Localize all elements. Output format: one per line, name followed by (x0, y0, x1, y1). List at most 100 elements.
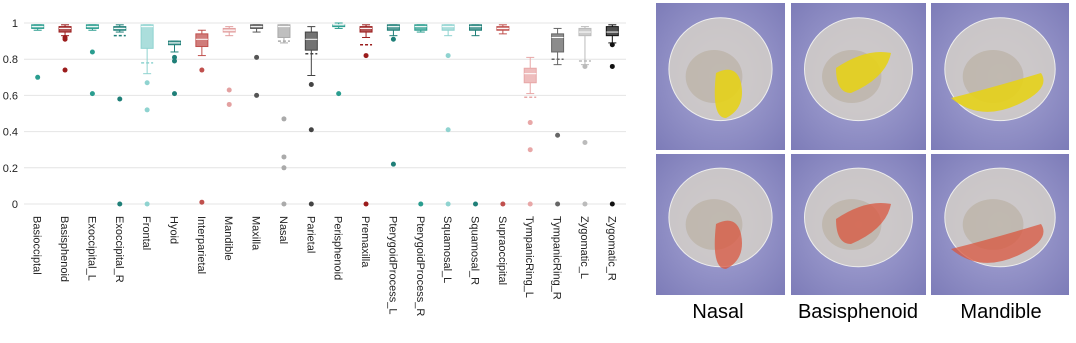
outlier (308, 201, 314, 207)
outlier (555, 201, 561, 207)
outlier (281, 154, 287, 160)
outlier (582, 201, 588, 207)
outlier (445, 127, 451, 133)
box (386, 24, 400, 31)
outlier (35, 74, 41, 80)
box (304, 31, 318, 51)
render-panel (931, 3, 1069, 150)
box (414, 24, 428, 31)
x-tick-label: Zygomatic_L (578, 216, 590, 279)
box (359, 26, 373, 33)
box-chart: 0 0.2 0.4 0.6 0.8 1 Basiocciptal Basisphenoid Ex… (3, 18, 626, 316)
y-tick-label: 0 (12, 199, 18, 211)
outlier (62, 67, 68, 73)
highlight (836, 203, 891, 244)
render-panel (791, 3, 926, 150)
x-tick-label: Squamosal_R (469, 216, 481, 285)
outlier (281, 116, 287, 122)
outlier (226, 87, 232, 93)
box (58, 26, 72, 33)
outlier (89, 49, 95, 55)
outlier (254, 54, 260, 60)
x-tick-label: Frontal (140, 216, 152, 250)
outlier (527, 147, 533, 153)
x-tick-label: Basisphenoid (58, 216, 70, 282)
outlier (144, 80, 150, 86)
outlier (172, 91, 177, 97)
x-tick-label: Basiocciptal (31, 216, 43, 275)
outlier (281, 165, 287, 171)
highlight (951, 224, 1044, 263)
outlier (582, 139, 588, 145)
outlier (418, 201, 424, 207)
y-tick-label: 0.2 (3, 163, 18, 175)
x-tick-label: Perisphenoid (332, 216, 344, 280)
outlier (527, 201, 533, 207)
highlight (714, 220, 742, 269)
outlier (144, 201, 150, 207)
y-tick-label: 0.4 (3, 127, 18, 139)
outlier (527, 120, 533, 126)
outlier (390, 36, 396, 42)
outlier (308, 127, 314, 133)
x-tick-label: Mandible (222, 216, 234, 261)
x-tick-label: Squamosal_L (441, 216, 453, 283)
box (551, 33, 565, 53)
x-tick-label: Hyoid (168, 216, 180, 244)
highlight (714, 69, 742, 118)
outlier (62, 36, 68, 42)
outlier (445, 201, 451, 207)
x-tick-label: PterygoidProcess_L (386, 216, 398, 314)
image-label: Nasal (692, 301, 743, 323)
outlier (254, 92, 260, 98)
outlier (226, 101, 232, 107)
outlier (308, 82, 314, 88)
outlier (363, 201, 369, 207)
image-label: Mandible (960, 301, 1041, 323)
highlight (836, 52, 891, 93)
x-tick-label: Interparietal (195, 216, 207, 274)
outlier (199, 199, 205, 205)
box (195, 33, 209, 48)
x-tick-label: Premaxilla (359, 216, 371, 268)
outlier (582, 63, 588, 69)
box (441, 24, 455, 31)
outlier (500, 201, 506, 207)
y-tick-label: 0.6 (3, 90, 18, 102)
outlier (89, 91, 95, 97)
render-panel (656, 3, 785, 150)
outlier (117, 201, 123, 207)
render-panel (791, 154, 926, 295)
outlier (117, 96, 123, 102)
box (277, 24, 291, 38)
render-panels (656, 3, 1069, 295)
box (605, 26, 619, 37)
box (140, 24, 154, 49)
y-tick-label: 0.8 (3, 54, 18, 66)
box (469, 24, 482, 31)
image-label: Basisphenoid (798, 301, 918, 323)
outlier (172, 54, 177, 60)
x-tick-label: Maxilla (250, 216, 262, 251)
render-panel (931, 154, 1069, 295)
outlier (555, 132, 561, 138)
box (523, 67, 537, 84)
x-tick-label: Parietal (304, 216, 316, 253)
x-tick-label: Exoccipital_R (113, 216, 125, 283)
x-tick-label: Nasal (277, 216, 289, 244)
render-panel (656, 154, 785, 295)
outlier (609, 201, 615, 207)
outlier (609, 42, 615, 48)
x-tick-label: Supraoccipital (496, 216, 508, 285)
outlier (390, 161, 396, 167)
outlier (473, 201, 478, 207)
x-tick-label: PterygoidProcess_R (414, 216, 426, 316)
x-tick-label: TympanicRing_L (523, 216, 535, 298)
outlier (281, 201, 287, 207)
x-tick-label: TympanicRing_R (551, 216, 563, 300)
y-tick-label: 1 (12, 18, 18, 30)
highlight (951, 73, 1044, 112)
outlier (445, 53, 451, 59)
outlier (609, 63, 615, 69)
